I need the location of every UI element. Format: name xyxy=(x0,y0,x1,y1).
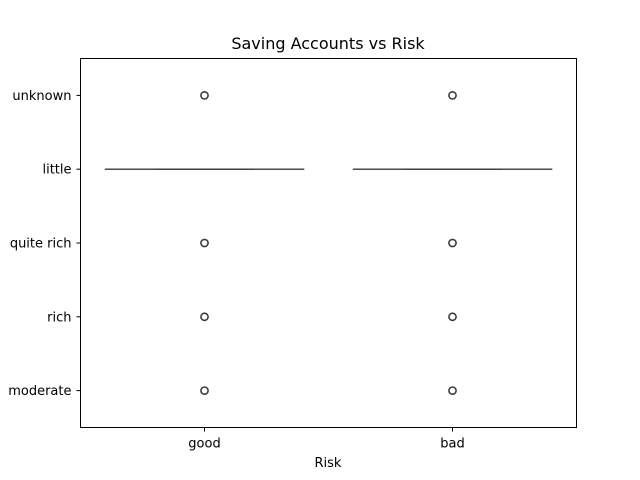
outlier-point xyxy=(448,91,457,100)
y-tick-label: moderate xyxy=(8,384,71,399)
outlier-point xyxy=(200,91,209,100)
x-tick-label: good xyxy=(188,437,220,452)
y-tick-label: rich xyxy=(47,310,71,325)
outlier-point xyxy=(200,238,209,248)
y-tick-label: quite rich xyxy=(10,237,72,252)
outlier-point xyxy=(448,386,457,395)
chart-title: Saving Accounts vs Risk xyxy=(231,34,425,53)
outlier-point xyxy=(200,312,209,322)
x-tick-label: bad xyxy=(440,437,464,452)
y-tick-label: little xyxy=(42,163,71,178)
plot-area-frame xyxy=(80,58,577,428)
outlier-point xyxy=(448,312,457,322)
outlier-point xyxy=(448,238,457,248)
outlier-point xyxy=(200,386,209,395)
x-axis-label: Risk xyxy=(315,456,342,471)
y-tick-label: unknown xyxy=(12,89,71,104)
